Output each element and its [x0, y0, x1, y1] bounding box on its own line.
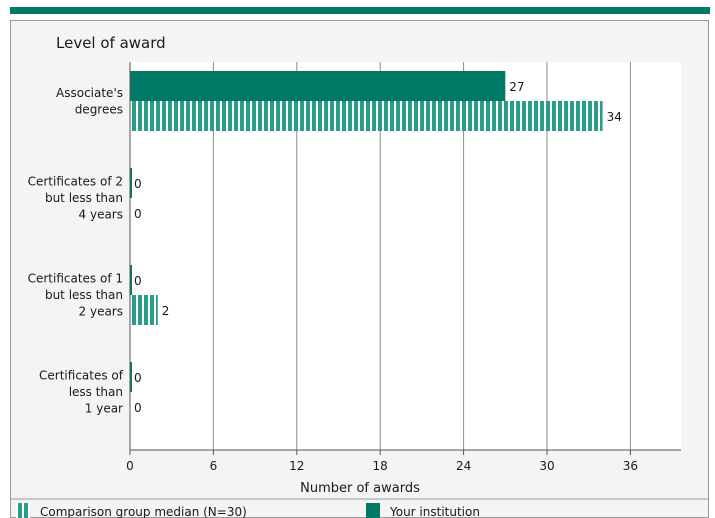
x-axis-label: Number of awards	[300, 481, 420, 496]
x-tick-label: 18	[373, 459, 388, 473]
bar-comparison-median-3	[130, 392, 132, 422]
bar-value-label: 0	[134, 401, 142, 415]
bar-comparison-median-0	[130, 101, 603, 131]
legend-label: Comparison group median (N=30)	[40, 505, 247, 518]
category-label: Certificates of less than 1 year	[39, 369, 124, 416]
bar-comparison-median-2	[130, 295, 158, 325]
bar-value-label: 0	[134, 274, 142, 288]
bar-your-institution-0	[130, 71, 506, 101]
legend-swatch-your-institution	[366, 503, 380, 518]
category-label: Certificates of 1 but less than 2 years	[28, 272, 123, 319]
x-tick-label: 36	[623, 459, 638, 473]
bar-value-label: 0	[134, 371, 142, 385]
legend-swatch-comparison-median	[16, 503, 30, 518]
legend-label: Your institution	[389, 505, 480, 518]
x-tick-label: 6	[210, 459, 218, 473]
chart-title: Level of award	[56, 34, 166, 52]
bar-your-institution-1	[130, 168, 132, 198]
bar-value-label: 34	[607, 110, 622, 124]
bar-your-institution-2	[130, 265, 132, 295]
x-tick-label: 0	[126, 459, 134, 473]
category-label: Certificates of 2 but less than 4 years	[28, 175, 123, 222]
category-label: Associate's degrees	[56, 86, 123, 117]
bar-comparison-median-1	[130, 198, 132, 228]
x-tick-label: 30	[539, 459, 554, 473]
x-tick-label: 12	[289, 459, 304, 473]
x-tick-label: 24	[456, 459, 471, 473]
bar-value-label: 0	[134, 177, 142, 191]
bar-value-label: 27	[509, 80, 524, 94]
bar-value-label: 0	[134, 207, 142, 221]
bar-value-label: 2	[162, 304, 170, 318]
bar-your-institution-3	[130, 362, 132, 392]
top-accent-bar	[10, 7, 710, 14]
